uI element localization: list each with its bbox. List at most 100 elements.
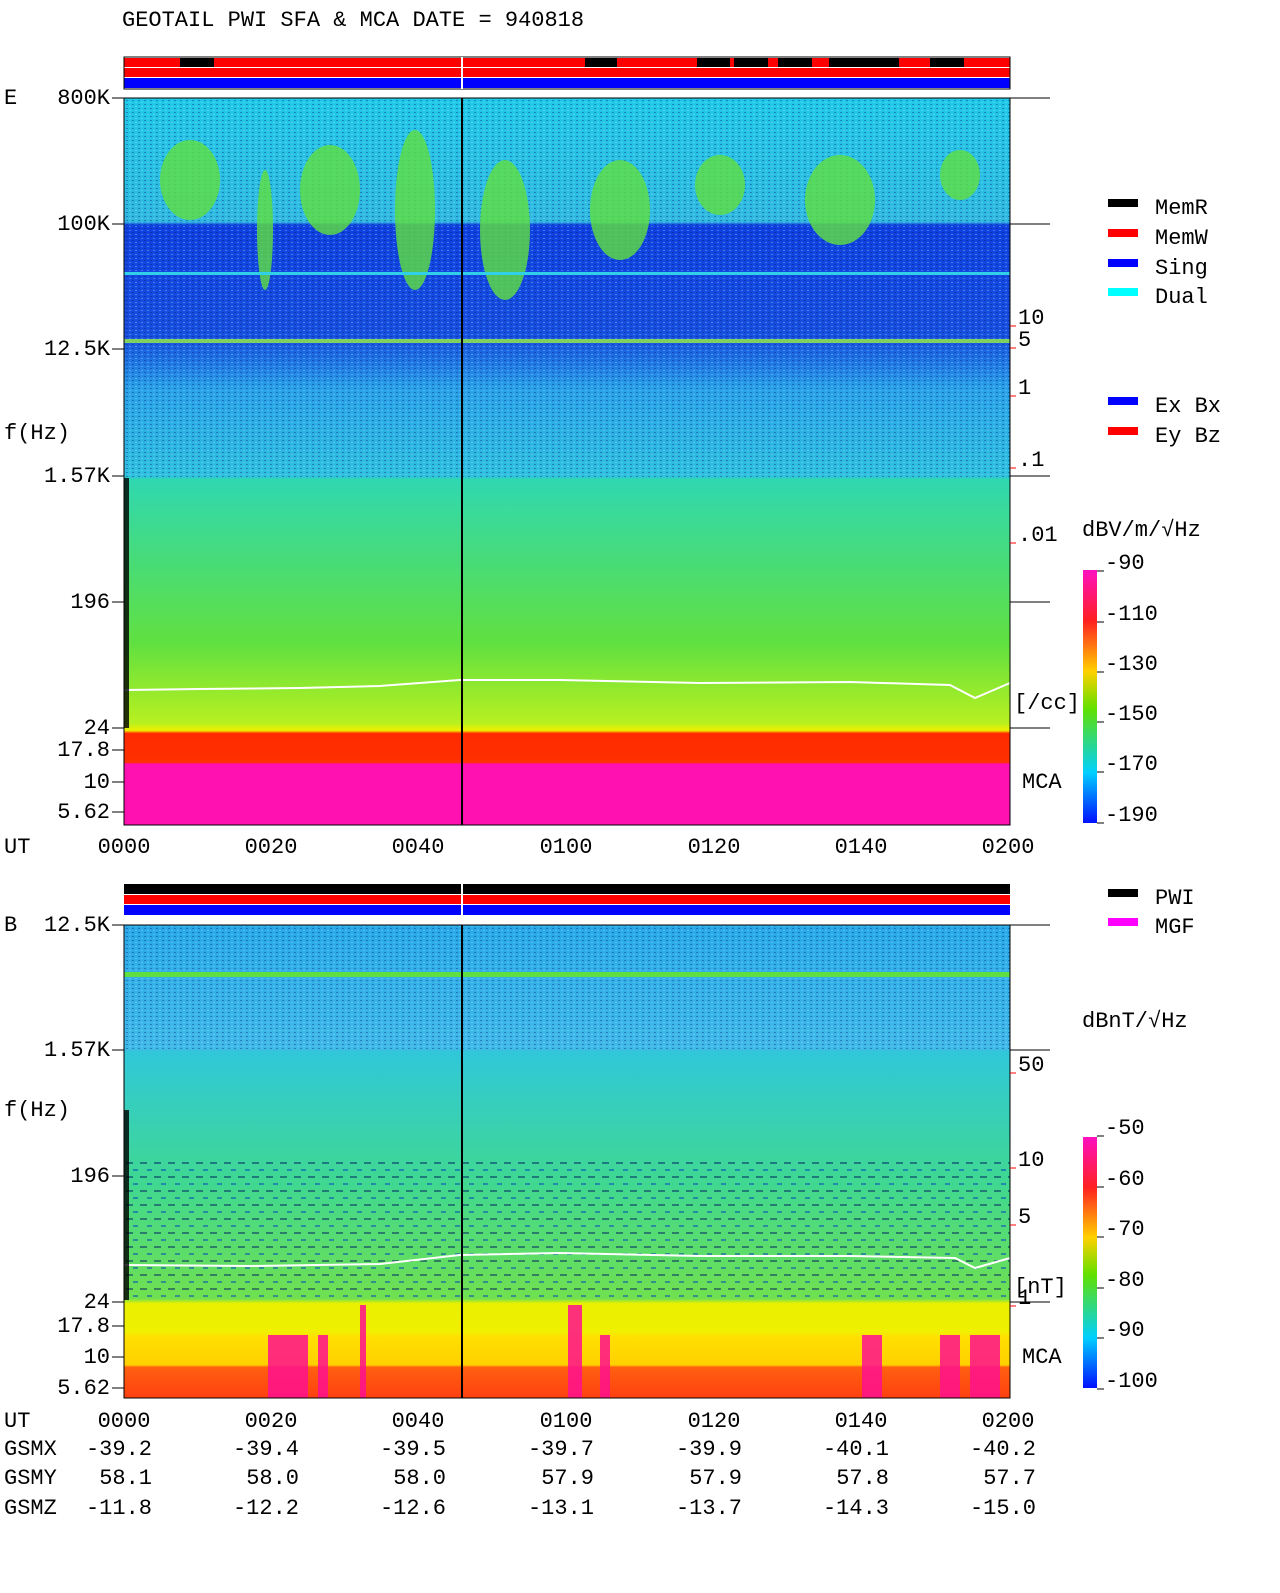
ephemeris-value: 57.8 — [836, 1466, 889, 1491]
colorbar-tick-label: -70 — [1105, 1217, 1145, 1242]
colorbar-tick-label: -60 — [1105, 1167, 1145, 1192]
y-tick-label: 800K — [57, 86, 111, 111]
x-tick-label: 0140 — [835, 1409, 888, 1434]
mca-label: MCA — [1022, 1345, 1062, 1370]
frame — [123, 97, 1011, 826]
y-tick-label: 196 — [70, 590, 110, 615]
density-unit: [/cc] — [1014, 691, 1080, 716]
band — [124, 272, 1010, 275]
field-line — [123, 1251, 1011, 1270]
y-tick-label: 12.5K — [44, 337, 111, 362]
x-tick-label: 0000 — [98, 1409, 151, 1434]
y-tick-label: 10 — [84, 1345, 110, 1370]
colorbar-tick-label: -170 — [1105, 752, 1158, 777]
y-axis-label: f(Hz) — [4, 1098, 70, 1123]
status-bar — [124, 884, 1010, 894]
x-tick-label: 0040 — [392, 835, 445, 860]
legend-swatch — [1108, 889, 1138, 897]
x-axis-label: UT — [4, 1409, 30, 1434]
y-tick-label: 5.62 — [57, 1376, 110, 1401]
legend-swatch — [1108, 259, 1138, 267]
density-tick-label: 50 — [1018, 1053, 1044, 1078]
bands — [124, 1160, 1010, 1300]
band — [124, 339, 1010, 343]
density-tick-label: .1 — [1018, 448, 1044, 473]
density-tick-label: .01 — [1018, 523, 1058, 548]
x-tick-label: 0020 — [245, 835, 298, 860]
mca-label: MCA — [1022, 770, 1062, 795]
frame — [123, 924, 1011, 1399]
density-line — [123, 679, 1011, 700]
legend-label: Sing — [1155, 256, 1208, 281]
panel-label: B — [4, 913, 17, 938]
status-bar — [124, 68, 1010, 77]
colorbar-tick-label: -150 — [1105, 702, 1158, 727]
ephemeris-value: -13.1 — [528, 1496, 594, 1521]
legend-label: Ey Bz — [1155, 424, 1221, 449]
noise — [124, 98, 1010, 478]
legend-label: Ex Bx — [1155, 394, 1221, 419]
title: GEOTAIL PWI SFA & MCA DATE = 940818 — [122, 8, 584, 33]
ephemeris-value: 57.9 — [541, 1466, 594, 1491]
ephemeris-value: -15.0 — [970, 1496, 1036, 1521]
x-tick-label: 0020 — [245, 1409, 298, 1434]
band — [124, 972, 1010, 977]
legend-label: MGF — [1155, 915, 1195, 940]
colorbar-tick-label: -130 — [1105, 652, 1158, 677]
colorbar-tick-label: -50 — [1105, 1116, 1145, 1141]
y-tick-label: 24 — [84, 716, 110, 741]
y-tick-label: 196 — [70, 1164, 110, 1189]
colorbar-tick-label: -110 — [1105, 602, 1158, 627]
y-tick-label: 17.8 — [57, 738, 110, 763]
ephemeris-value: 58.0 — [246, 1466, 299, 1491]
x-tick-label: 0200 — [982, 835, 1035, 860]
colorbar — [1083, 1137, 1097, 1388]
ephemeris-value: 57.7 — [983, 1466, 1036, 1491]
ephemeris-value: 57.9 — [689, 1466, 742, 1491]
colorbar-tick-label: -100 — [1105, 1369, 1158, 1394]
density-tick-label: 5 — [1018, 1205, 1031, 1230]
legend-label: MemW — [1155, 226, 1209, 251]
legend-swatch — [1108, 918, 1138, 926]
ephemeris-value: 58.1 — [99, 1466, 152, 1491]
y-tick-label: 1.57K — [44, 1038, 111, 1063]
x-tick-label: 0120 — [688, 1409, 741, 1434]
density-tick-label: 10 — [1018, 306, 1044, 331]
status-bar — [124, 905, 1010, 915]
legend-label: Dual — [1155, 285, 1208, 310]
colorbar-label: dBV/m/√Hz — [1082, 518, 1201, 543]
legend-swatch — [1108, 397, 1138, 405]
ephemeris-value: -13.7 — [676, 1496, 742, 1521]
gap — [124, 478, 129, 728]
legend-swatch — [1108, 229, 1138, 237]
y-tick-label: 24 — [84, 1290, 110, 1315]
x-tick-label: 0040 — [392, 1409, 445, 1434]
legend-swatch — [1108, 199, 1138, 207]
gap — [124, 1110, 129, 1300]
y-tick-label: 100K — [57, 212, 111, 237]
density-tick-label: 1 — [1018, 1286, 1031, 1311]
colorbar-tick-label: -190 — [1105, 803, 1158, 828]
ephemeris-value: -11.8 — [86, 1496, 152, 1521]
ephemeris-value: 58.0 — [393, 1466, 446, 1491]
y-tick-label: 12.5K — [44, 913, 111, 938]
colorbar-tick-label: -90 — [1105, 551, 1145, 576]
ephemeris-value: -12.6 — [380, 1496, 446, 1521]
colorbar-tick-label: -90 — [1105, 1318, 1145, 1343]
ephemeris-value: -39.7 — [528, 1437, 594, 1462]
ephemeris-label: GSMY — [4, 1466, 57, 1491]
legend-swatch — [1108, 427, 1138, 435]
ephemeris-value: -40.1 — [823, 1437, 889, 1462]
y-axis-label: f(Hz) — [4, 421, 70, 446]
legend-swatch — [1108, 288, 1138, 296]
y-tick-label: 17.8 — [57, 1314, 110, 1339]
status-frame — [123, 56, 1011, 90]
colorbar — [1083, 570, 1097, 823]
ephemeris-label: GSMX — [4, 1437, 57, 1462]
ephemeris-value: -40.2 — [970, 1437, 1036, 1462]
y-tick-label: 5.62 — [57, 800, 110, 825]
legend-label: PWI — [1155, 886, 1195, 911]
density-tick-label: 10 — [1018, 1148, 1044, 1173]
